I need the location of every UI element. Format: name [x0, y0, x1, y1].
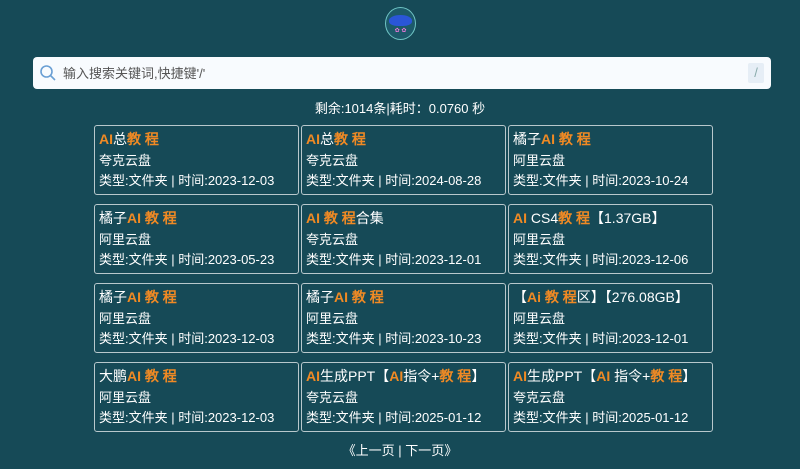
disk-name: 阿里云盘 — [306, 311, 359, 326]
disk-name: 夸克云盘 — [99, 153, 152, 168]
disk-name: 阿里云盘 — [513, 311, 566, 326]
result-title[interactable]: AI 教 程合集 — [306, 206, 501, 230]
disk-name: 阿里云盘 — [99, 390, 152, 405]
result-card[interactable]: AI总教 程夸克云盘类型:文件夹 | 时间:2023-12-03 — [94, 125, 299, 195]
search-icon — [40, 65, 56, 81]
highlight-keyword: 教 程 — [334, 131, 366, 147]
result-card[interactable]: 橘子AI 教 程阿里云盘类型:文件夹 | 时间:2023-05-23 — [94, 204, 299, 274]
title-text: 生成PPT【 — [527, 368, 597, 384]
result-title[interactable]: AI总教 程 — [99, 127, 294, 151]
highlight-keyword: 教 程 — [650, 368, 683, 384]
pagination: 《上一页 | 下一页》 — [0, 440, 800, 459]
disk-name: 阿里云盘 — [513, 153, 566, 168]
disk-name: 阿里云盘 — [99, 311, 152, 326]
highlight-keyword: 教 程 — [127, 131, 159, 147]
highlight-keyword: 教 程 — [558, 210, 591, 226]
pager-separator: | — [394, 443, 406, 458]
result-meta: 类型:文件夹 | 时间:2024-08-28 — [306, 173, 482, 188]
title-text: 总 — [320, 131, 334, 147]
disk-name: 阿里云盘 — [513, 232, 566, 247]
title-text: 总 — [113, 131, 127, 147]
search-input[interactable] — [61, 64, 748, 82]
result-title[interactable]: AI CS4教 程【1.37GB】 — [513, 206, 708, 230]
highlight-keyword: Ai 教 程 — [527, 289, 577, 305]
disk-name: 夸克云盘 — [513, 390, 566, 405]
result-meta: 类型:文件夹 | 时间:2023-05-23 — [99, 252, 275, 267]
highlight-keyword: AI 教 程 — [541, 131, 591, 147]
disk-name: 阿里云盘 — [99, 232, 152, 247]
title-text: 指令+ — [403, 368, 440, 384]
title-text: 橘子 — [99, 289, 127, 305]
title-text: 橘子 — [99, 210, 127, 226]
highlight-keyword: AI 教 程 — [127, 210, 177, 226]
disk-name: 夸克云盘 — [306, 153, 359, 168]
result-title[interactable]: AI生成PPT【AI 指令+教 程】 — [513, 364, 708, 388]
pager-bracket: 《 — [342, 443, 356, 458]
result-card[interactable]: 橘子AI 教 程阿里云盘类型:文件夹 | 时间:2023-12-03 — [94, 283, 299, 353]
result-meta: 类型:文件夹 | 时间:2023-12-01 — [306, 252, 482, 267]
highlight-keyword: AI — [513, 368, 527, 384]
highlight-keyword: AI — [99, 131, 113, 147]
title-text: 橘子 — [513, 131, 541, 147]
highlight-keyword: AI — [513, 210, 527, 226]
highlight-keyword: AI 教 程 — [127, 368, 177, 384]
result-card[interactable]: 大鹏AI 教 程阿里云盘类型:文件夹 | 时间:2023-12-03 — [94, 362, 299, 432]
search-bar: / — [33, 57, 771, 89]
title-text: 【1.37GB】 — [590, 210, 666, 226]
result-meta: 类型:文件夹 | 时间:2023-10-23 — [306, 331, 482, 346]
highlight-keyword: AI — [306, 131, 320, 147]
result-meta: 类型:文件夹 | 时间:2023-12-01 — [513, 331, 689, 346]
next-page-link[interactable]: 下一页 — [405, 443, 445, 458]
result-title[interactable]: 橘子AI 教 程 — [99, 206, 294, 230]
disk-name: 夸克云盘 — [306, 390, 359, 405]
result-meta: 类型:文件夹 | 时间:2025-01-12 — [513, 410, 689, 425]
title-text: 橘子 — [306, 289, 334, 305]
result-meta: 类型:文件夹 | 时间:2023-10-24 — [513, 173, 689, 188]
highlight-keyword: AI — [306, 368, 320, 384]
shortcut-hint: / — [748, 63, 764, 83]
search-stats: 剩余:1014条|耗时：0.0760 秒 — [314, 101, 486, 116]
title-text: 指令+ — [614, 368, 651, 384]
title-text: 【 — [513, 289, 527, 305]
title-text: 合集 — [355, 210, 384, 226]
result-title[interactable]: 【Ai 教 程区】【276.08GB】 — [513, 285, 708, 309]
disk-name: 夸克云盘 — [306, 232, 359, 247]
result-card[interactable]: AI总教 程夸克云盘类型:文件夹 | 时间:2024-08-28 — [301, 125, 506, 195]
result-title[interactable]: 橘子AI 教 程 — [306, 285, 501, 309]
highlight-keyword: 教 程 — [439, 368, 472, 384]
title-text: 】 — [682, 368, 697, 384]
highlight-keyword: AI 教 程 — [334, 289, 384, 305]
result-meta: 类型:文件夹 | 时间:2023-12-03 — [99, 410, 275, 425]
result-title[interactable]: 大鹏AI 教 程 — [99, 364, 294, 388]
result-title[interactable]: AI总教 程 — [306, 127, 501, 151]
highlight-keyword: AI 教 程 — [127, 289, 177, 305]
pager-bracket: 》 — [444, 443, 458, 458]
result-meta: 类型:文件夹 | 时间:2023-12-03 — [99, 173, 275, 188]
title-text: 】 — [471, 368, 486, 384]
result-title[interactable]: 橘子AI 教 程 — [513, 127, 708, 151]
title-text: 大鹏 — [99, 368, 127, 384]
highlight-keyword: AI 教 程 — [306, 210, 356, 226]
result-card[interactable]: AI CS4教 程【1.37GB】阿里云盘类型:文件夹 | 时间:2023-12… — [508, 204, 713, 274]
result-title[interactable]: AI生成PPT【AI指令+教 程】 — [306, 364, 501, 388]
result-card[interactable]: AI生成PPT【AI指令+教 程】 夸克云盘 类型:文件夹 | 时间:2025-01… — [301, 362, 506, 432]
title-text: 区】【276.08GB】 — [576, 289, 689, 305]
highlight-keyword: AI — [596, 368, 615, 384]
result-meta: 类型:文件夹 | 时间:2023-12-06 — [513, 252, 689, 267]
title-text: 生成PPT【 — [320, 368, 390, 384]
title-text: CS4 — [527, 210, 559, 226]
result-card[interactable]: AI生成PPT【AI 指令+教 程】夸克云盘类型:文件夹 | 时间:2025-0… — [508, 362, 713, 432]
result-title[interactable]: 橘子AI 教 程 — [99, 285, 294, 309]
highlight-keyword: AI — [389, 368, 404, 384]
site-logo[interactable]: ✿ ✿ — [385, 7, 416, 40]
result-card[interactable]: AI 教 程合集夸克云盘类型:文件夹 | 时间:2023-12-01 — [301, 204, 506, 274]
result-card[interactable]: 橘子AI 教 程阿里云盘类型:文件夹 | 时间:2023-10-23 — [301, 283, 506, 353]
result-card[interactable]: 【Ai 教 程区】【276.08GB】 阿里云盘 类型:文件夹 | 时间:2023-… — [508, 283, 713, 353]
result-card[interactable]: 橘子AI 教 程阿里云盘类型:文件夹 | 时间:2023-10-24 — [508, 125, 713, 195]
prev-page-link[interactable]: 上一页 — [355, 443, 395, 458]
results-grid: AI总教 程夸克云盘 类型:文件夹 | 时间:2023-12-03 AI总教 程夸克… — [94, 125, 713, 432]
result-meta: 类型:文件夹 | 时间:2025-01-12 — [306, 410, 482, 425]
result-meta: 类型:文件夹 | 时间:2023-12-03 — [99, 331, 275, 346]
